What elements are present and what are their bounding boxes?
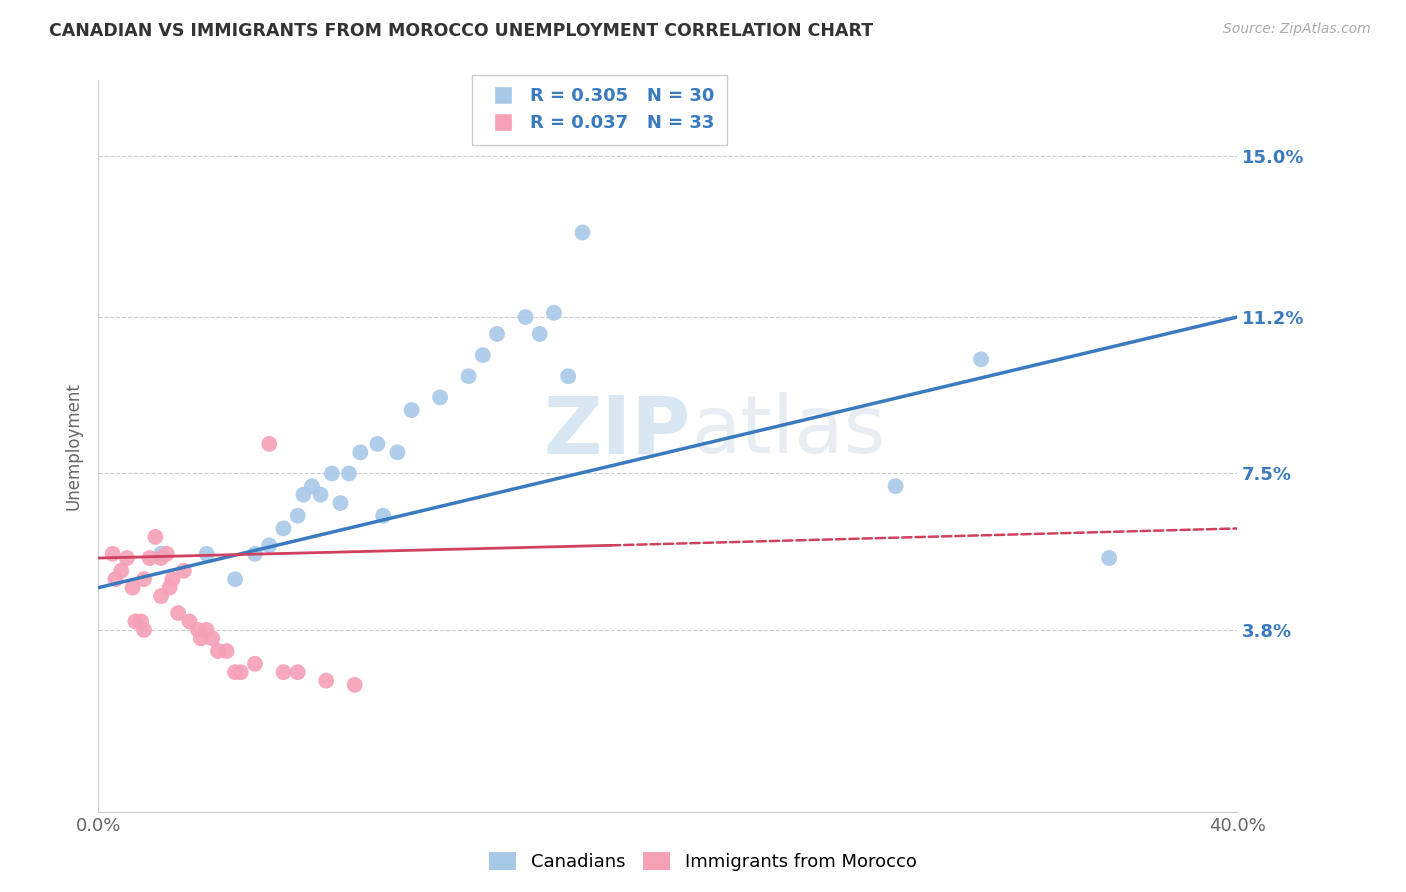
Point [1098,551,1121,566]
Point [329,496,352,510]
Point [273,521,295,535]
Point [167,606,190,620]
Text: CANADIAN VS IMMIGRANTS FROM MOROCCO UNEMPLOYMENT CORRELATION CHART: CANADIAN VS IMMIGRANTS FROM MOROCCO UNEM… [49,22,873,40]
Point [150,589,173,603]
Point [337,467,360,481]
Point [145,530,167,544]
Point [457,369,479,384]
Point [132,623,155,637]
Point [195,623,218,637]
Point [115,551,138,566]
Point [557,369,579,384]
Point [243,547,266,561]
Point [273,665,295,680]
Point [970,352,993,367]
Point [201,632,224,646]
Point [215,644,238,658]
Point [156,547,179,561]
Point [110,564,132,578]
Point [321,467,343,481]
Point [101,547,124,561]
Point [138,551,160,566]
Text: Source: ZipAtlas.com: Source: ZipAtlas.com [1223,22,1371,37]
Legend: R = 0.305   N = 30, R = 0.037   N = 33: R = 0.305 N = 30, R = 0.037 N = 33 [472,75,727,145]
Point [259,437,281,451]
Point [343,678,366,692]
Point [543,306,565,320]
Point [187,623,209,637]
Point [429,390,451,404]
Point [224,572,246,586]
Point [229,665,252,680]
Point [315,673,337,688]
Point [292,488,315,502]
Point [104,572,127,586]
Point [571,226,593,240]
Point [162,572,184,586]
Point [366,437,388,451]
Text: ZIP: ZIP [543,392,690,470]
Point [195,547,218,561]
Point [309,488,332,502]
Point [129,615,152,629]
Text: atlas: atlas [690,392,884,470]
Point [387,445,409,459]
Point [471,348,494,362]
Point [884,479,907,493]
Point [349,445,371,459]
Point [529,326,551,341]
Point [224,665,246,680]
Y-axis label: Unemployment: Unemployment [65,382,83,510]
Point [515,310,537,324]
Point [243,657,266,671]
Point [401,403,423,417]
Point [132,572,155,586]
Point [287,665,309,680]
Point [373,508,395,523]
Point [259,538,281,552]
Point [173,564,195,578]
Legend: Canadians, Immigrants from Morocco: Canadians, Immigrants from Morocco [482,845,924,879]
Point [287,508,309,523]
Point [150,547,173,561]
Point [190,632,212,646]
Point [301,479,323,493]
Point [159,581,181,595]
Point [179,615,201,629]
Point [121,581,143,595]
Point [150,551,173,566]
Point [486,326,509,341]
Point [124,615,146,629]
Point [207,644,229,658]
